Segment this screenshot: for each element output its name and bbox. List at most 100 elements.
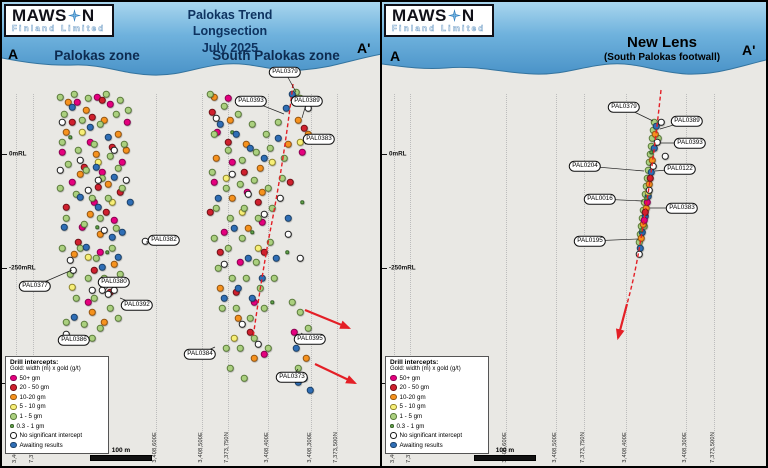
intercept-dot [649,150,653,154]
intercept-dot [216,248,224,256]
figure-title: Palokas Trend Longsection July 2025 [150,7,310,56]
rl-tick [382,383,387,385]
intercept-dot [68,135,72,139]
legend-item-label: 0.3 - 1 gm [16,422,45,430]
hole-label: PAL0383 [302,133,336,145]
intercept-dot [302,354,310,362]
intercept-dot [228,274,236,282]
intercept-dot [236,344,244,352]
intercept-dot [244,224,252,232]
intercept-dot [88,308,96,316]
intercept-dot [284,214,292,222]
intercept-dot [226,116,234,124]
intercept-dot [92,163,100,171]
legend-item-label: 10-20 gm [399,393,426,401]
legend-item-label: 10-20 gm [19,393,46,401]
intercept-dot [120,140,128,148]
intercept-dot [653,138,661,146]
intercept-dot [220,228,228,236]
intercept-dot [220,260,228,268]
legend-swatch-icon [390,393,397,401]
intercept-dot [118,228,126,236]
intercept-dot [82,166,90,174]
legend-item-label: 50+ gm [399,374,421,382]
legend-subtitle: Gold: width (m) x gold (g/t) [10,366,81,373]
intercept-dot [70,250,78,258]
intercept-dot [296,308,304,316]
intercept-dot [110,260,118,268]
intercept-dot [232,130,240,138]
intercept-dot [268,204,276,212]
intercept-dot [114,253,122,261]
intercept-dot [74,146,82,154]
intercept-dot [84,274,92,282]
intercept-dot [88,113,96,121]
intercept-dot [234,314,242,322]
intercept-dot [60,110,68,118]
legend-swatch-icon [390,374,397,382]
intercept-dot [114,314,122,322]
intercept-dot [260,304,268,312]
legend-item-label: 1 - 5 gm [19,412,43,420]
legend-swatch-icon [10,413,17,420]
intercept-dot [208,168,216,176]
hole-label: PAL0392 [120,299,154,311]
intercept-dot [230,224,238,232]
intercept-dot [238,156,246,164]
intercept-dot [635,250,643,258]
intercept-dot [240,374,248,382]
legend-swatch-icon [10,432,17,439]
legend-item: 1 - 5 gm [10,412,104,422]
scale-bar-rule [90,455,152,461]
hole-label: PAL0395 [293,333,327,345]
intercept-dot [260,350,268,358]
intercept-dot [304,324,312,332]
intercept-dot [246,144,254,152]
intercept-dot [286,178,294,186]
grid-line [337,94,338,453]
intercept-dot [298,148,306,156]
intercept-dot [254,244,262,252]
legend-item-label: 5 - 10 gm [19,403,46,411]
intercept-dot [238,320,246,328]
intercept-dot [214,264,222,272]
intercept-dot [248,120,256,128]
grid-line [584,94,585,453]
grid-line [714,94,715,453]
intercept-dot [264,184,272,192]
zone-label-south-palokas: South Palokas zone [212,48,340,63]
intercept-dot [254,198,262,206]
grid-line [16,94,17,453]
legend-item-label: 0.3 - 1 gm [396,422,425,430]
intercept-dot [124,106,132,114]
intercept-dot [218,304,226,312]
hole-label: PAL0386 [57,334,91,346]
legend-item: 50+ gm [10,373,104,383]
intercept-dot [114,164,122,172]
legend-swatch-icon [390,424,394,428]
mawson-wordmark: MAWS N [392,7,486,24]
legend-item-label: 5 - 10 gm [399,403,426,411]
legend-items: 50+ gm 20 - 50 gm 10-20 gm 5 - 10 gm 1 - 5 g… [10,373,104,450]
intercept-dot [206,90,214,98]
intercept-dot [58,244,66,252]
rl-depth-label: -250mRL [389,264,416,272]
rl-tick [2,383,7,385]
intercept-dot [256,164,264,172]
intercept-dot [210,234,218,242]
section-marker-a-prime: A' [357,40,371,56]
intercept-dot [256,284,264,292]
legend-title: Drill intercepts: [390,359,439,367]
intercept-dot [114,130,122,138]
intercept-dot [62,203,70,211]
intercept-dot [214,194,222,202]
intercept-dot [116,96,124,104]
intercept-dot [86,210,94,218]
section-marker-a-prime: A' [742,42,756,58]
hole-label: PAL0016 [583,193,617,205]
zone-label-palokas: Palokas zone [54,48,140,63]
legend-item: No significant intercept [10,431,104,441]
legend-swatch-icon [390,413,397,420]
intercept-dot [82,243,90,251]
